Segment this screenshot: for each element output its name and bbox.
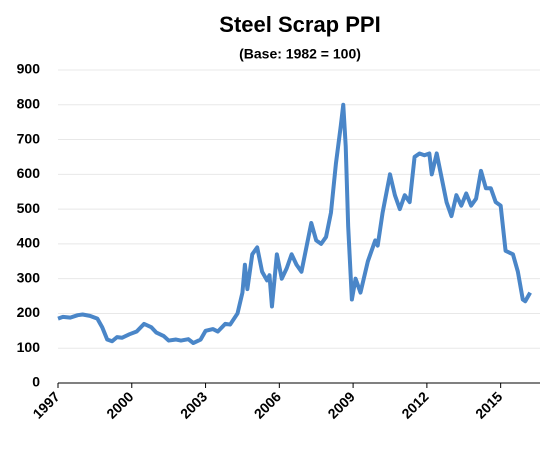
x-tick-label: 2015	[472, 388, 505, 421]
x-tick-label: 1997	[29, 388, 62, 421]
y-tick-label: 400	[17, 235, 41, 251]
chart-title: Steel Scrap PPI	[219, 12, 380, 37]
y-tick-label: 200	[17, 304, 41, 320]
y-tick-label: 800	[17, 95, 41, 111]
y-tick-label: 300	[17, 269, 41, 285]
y-tick-label: 100	[17, 339, 41, 355]
y-tick-label: 0	[32, 374, 40, 390]
x-tick-label: 2006	[251, 388, 284, 421]
x-tick-label: 2003	[177, 388, 210, 421]
y-tick-label: 600	[17, 165, 41, 181]
x-tick-label: 2000	[103, 388, 136, 421]
y-tick-label: 900	[17, 61, 41, 77]
x-tick-label: 2012	[398, 388, 431, 421]
line	[57, 102, 532, 346]
x-tick-label: 2009	[324, 388, 357, 421]
y-tick-label: 700	[17, 130, 41, 146]
chart-subtitle: (Base: 1982 = 100)	[239, 46, 361, 62]
y-tick-label: 500	[17, 200, 41, 216]
